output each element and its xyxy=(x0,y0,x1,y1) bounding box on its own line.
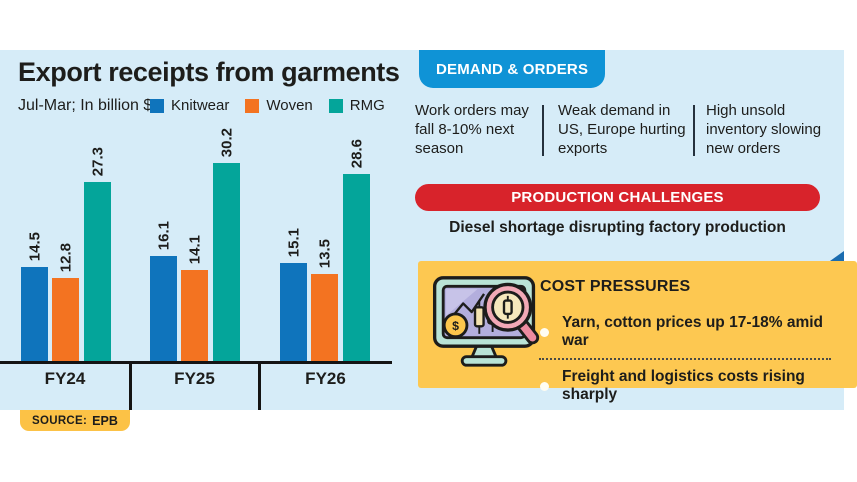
x-axis-label-fy25: FY25 xyxy=(174,369,215,388)
bar-value-label: 28.6 xyxy=(348,138,365,168)
x-axis-divider xyxy=(129,363,132,410)
bar-rmg-fy25: 30.2 xyxy=(213,128,240,363)
bar-woven-fy24: 12.8 xyxy=(52,243,79,363)
bar-rmg-fy24: 27.3 xyxy=(84,147,111,363)
demand-orders-header: DEMAND & ORDERS xyxy=(419,50,606,88)
source-value: EPB xyxy=(92,413,118,428)
column-divider xyxy=(693,105,695,156)
chart-legend: Knitwear Woven RMG xyxy=(150,97,385,114)
production-note: Diesel shortage disrupting factory produ… xyxy=(449,219,786,236)
svg-text:$: $ xyxy=(452,319,459,333)
demand-item-unsold-inventory: High unsold inventory slowing new orders xyxy=(706,102,822,157)
x-axis-label-fy24: FY24 xyxy=(44,369,86,388)
legend-swatch-icon xyxy=(245,98,260,113)
production-challenges-header: PRODUCTION CHALLENGES xyxy=(415,184,820,211)
bar-value-label: 12.8 xyxy=(57,242,74,272)
bullet-dot-icon xyxy=(540,327,549,337)
legend-label: Knitwear xyxy=(171,97,230,114)
bar-value-label: 30.2 xyxy=(218,127,235,157)
chart-plot: 14.5 12.8 27.3 16.1 14.1 30.2 15.1 13.5 28.6 xyxy=(0,50,392,363)
corner-fold-decoration xyxy=(830,251,844,261)
bar-knitwear-fy25: 16.1 xyxy=(150,221,177,363)
x-axis-divider xyxy=(258,363,261,410)
legend-item-woven: Woven xyxy=(245,97,313,114)
demand-item-work-orders: Work orders may fall 8-10% next season xyxy=(415,102,529,157)
bar-value-label: 14.1 xyxy=(186,234,203,264)
legend-swatch-icon xyxy=(150,98,164,113)
cost-pressures-box: $ COST PRESSURES Yarn, cotton prices up … xyxy=(418,261,857,403)
legend-label: Woven xyxy=(266,97,313,114)
cost-item-yarn-prices: Yarn, cotton prices up 17-18% amid war xyxy=(540,310,840,354)
x-axis-label-fy26: FY26 xyxy=(305,369,346,388)
bar-woven-fy26: 13.5 xyxy=(311,239,338,363)
bar-woven-fy25: 14.1 xyxy=(181,235,208,363)
bullet-dot-icon xyxy=(540,381,549,391)
source-label: SOURCE: xyxy=(32,414,88,427)
chart-subtitle: Jul-Mar; In billion $ xyxy=(18,97,153,114)
demand-item-weak-demand: Weak demand in US, Europe hurting export… xyxy=(558,102,686,157)
monitor-chart-magnifier-icon: $ xyxy=(428,272,542,376)
column-divider xyxy=(542,105,544,156)
cost-pressures-header: COST PRESSURES xyxy=(540,278,691,295)
bar-value-label: 14.5 xyxy=(26,231,43,261)
bar-value-label: 16.1 xyxy=(155,220,172,250)
chart-title: Export receipts from garments xyxy=(18,57,400,87)
bar-rmg-fy26: 28.6 xyxy=(343,139,370,363)
dotted-divider xyxy=(539,358,831,360)
cost-item-freight-costs: Freight and logistics costs rising sharp… xyxy=(540,364,840,408)
bar-value-label: 13.5 xyxy=(316,238,333,268)
legend-swatch-icon xyxy=(328,98,343,113)
bar-value-label: 15.1 xyxy=(285,227,302,257)
legend-item-knitwear: Knitwear xyxy=(150,97,229,114)
x-axis-line xyxy=(0,361,392,364)
bar-knitwear-fy24: 14.5 xyxy=(21,232,48,363)
bar-value-label: 27.3 xyxy=(89,146,106,176)
bar-knitwear-fy26: 15.1 xyxy=(280,228,307,363)
cost-item-label: Yarn, cotton prices up 17-18% amid war xyxy=(562,314,823,349)
cost-item-label: Freight and logistics costs rising sharp… xyxy=(562,368,805,403)
source-badge: SOURCE: EPB xyxy=(20,410,130,431)
legend-label: RMG xyxy=(349,97,385,114)
legend-item-rmg: RMG xyxy=(328,97,385,114)
